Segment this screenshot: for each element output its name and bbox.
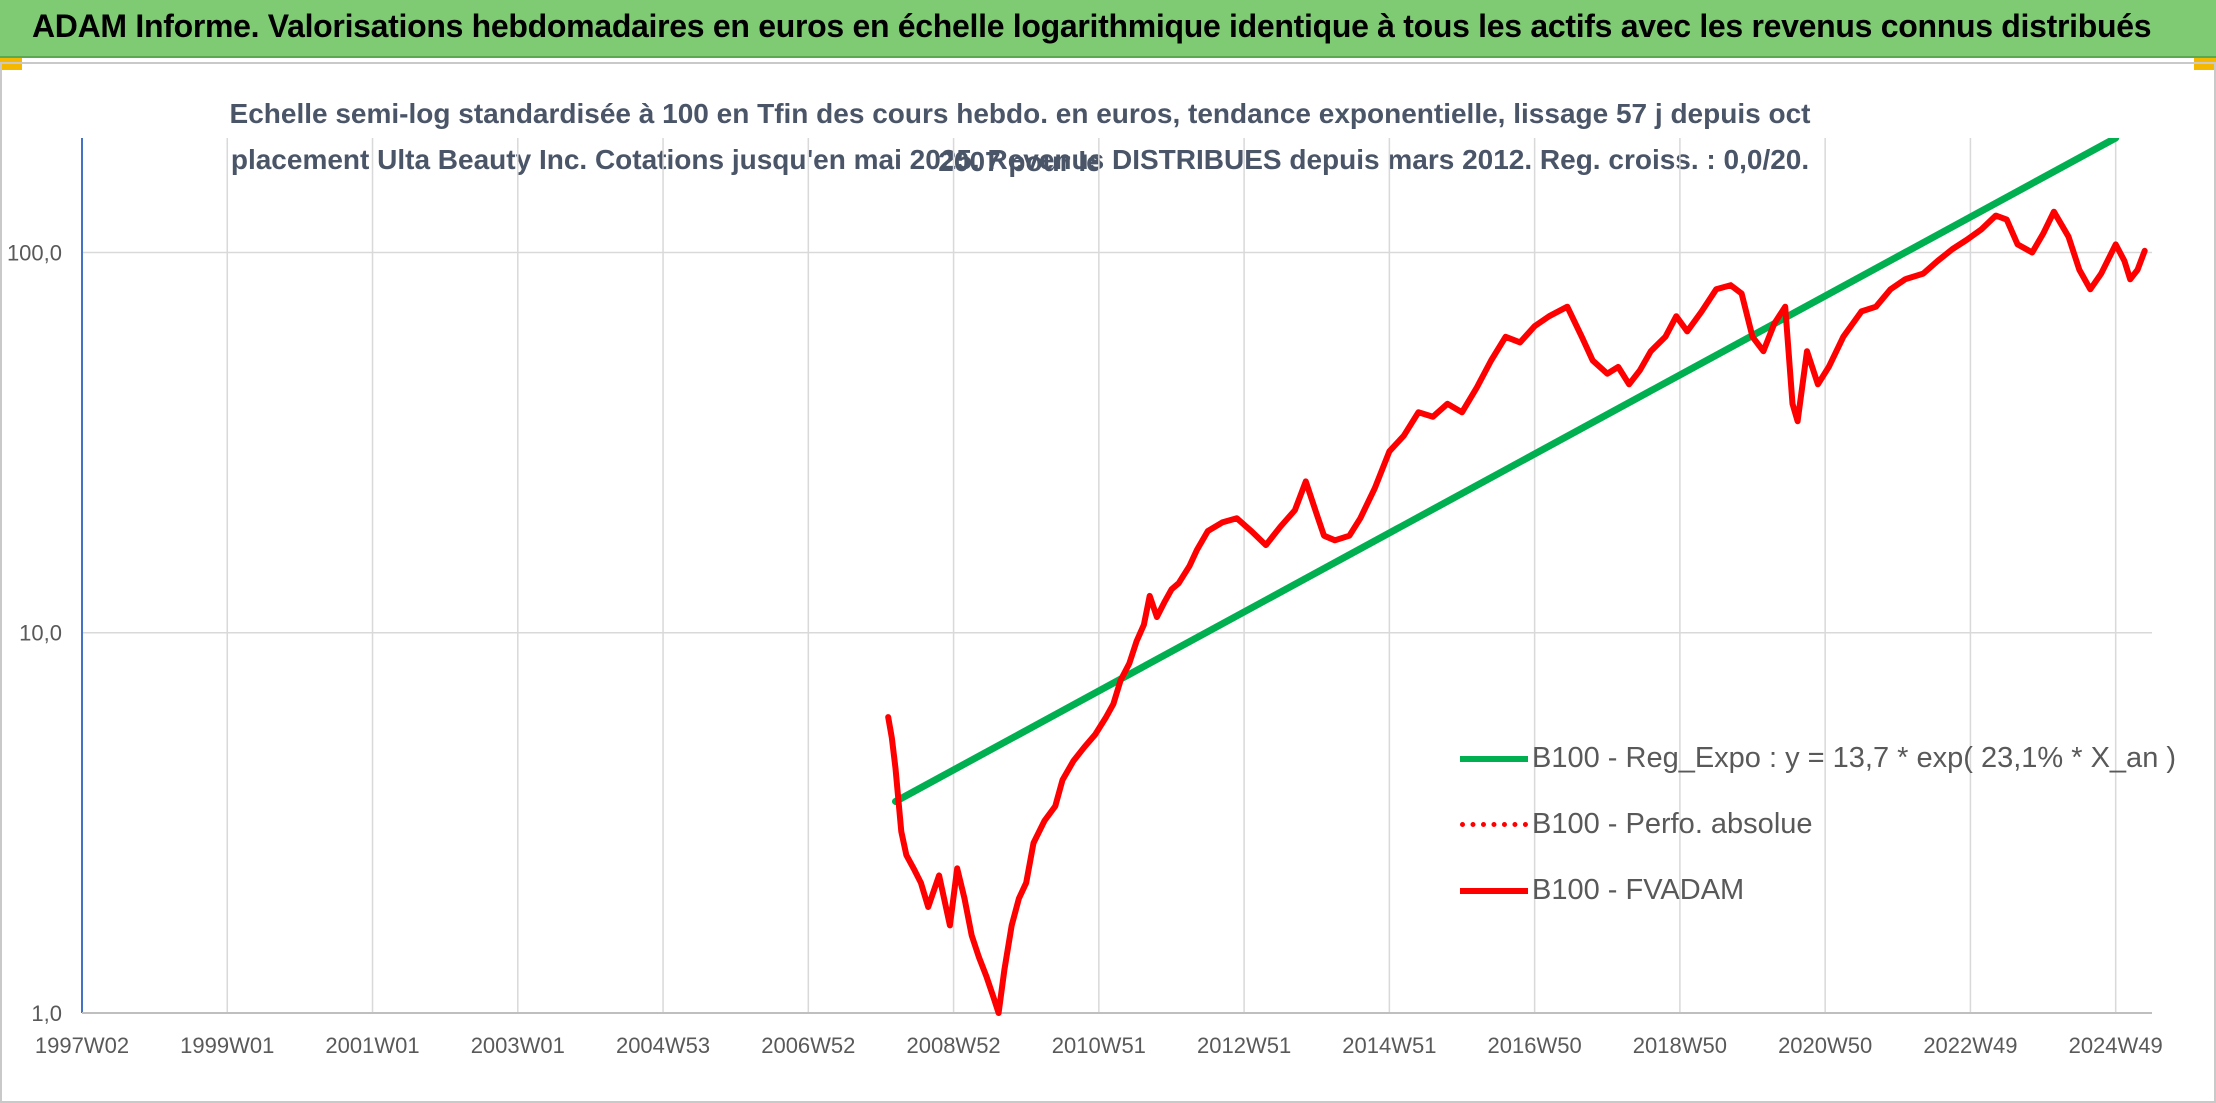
series-fvadam-line — [885, 208, 2148, 1016]
label-layer: 1997W02 1999W01 2001W01 2003W01 2004W53 2006W… — [7, 240, 2163, 1058]
legend-label-reg-expo: B100 - Reg_Expo : y = 13,7 * exp( 23,1% … — [1532, 742, 2177, 774]
x-tick-label: 2020W50 — [1778, 1033, 1872, 1058]
x-tick-label: 2001W01 — [325, 1033, 419, 1058]
legend-swatch-perfo-absolue — [1460, 822, 1528, 827]
legend-swatch-reg-expo — [1460, 756, 1528, 762]
x-tick-label: 2024W49 — [2069, 1033, 2163, 1058]
series-reg-expo-line — [892, 138, 2120, 805]
x-tick-label: 2004W53 — [616, 1033, 710, 1058]
y-tick-label: 100,0 — [7, 240, 62, 265]
legend-swatch-fvadam — [1460, 888, 1528, 894]
report-title: ADAM Informe. Valorisations hebdomadaire… — [32, 8, 2152, 44]
x-tick-label: 2016W50 — [1488, 1033, 1582, 1058]
legend-label-fvadam: B100 - FVADAM — [1532, 874, 1745, 906]
y-tick-label: 10,0 — [19, 621, 62, 646]
legend-label-perfo-absolue: B100 - Perfo. absolue — [1532, 808, 1813, 840]
x-tick-label: 2006W52 — [761, 1033, 855, 1058]
x-tick-label: 1997W02 — [35, 1033, 129, 1058]
corner-mark-right — [2194, 58, 2216, 70]
x-tick-label: 2008W52 — [906, 1033, 1000, 1058]
chart-title-line-2: placement Ulta Beauty Inc. Cotations jus… — [230, 144, 1810, 175]
x-tick-label: 2003W01 — [471, 1033, 565, 1058]
x-tick-label: 2018W50 — [1633, 1033, 1727, 1058]
corner-mark-left — [0, 58, 22, 70]
chart-frame — [0, 62, 2216, 1103]
y-tick-label: 1,0 — [31, 1001, 62, 1026]
report-banner: ADAM Informe. Valorisations hebdomadaire… — [0, 0, 2216, 58]
x-tick-label: 1999W01 — [180, 1033, 274, 1058]
x-tick-label: 2022W49 — [1923, 1033, 2017, 1058]
chart-title-line-1: Echelle semi-log standardisée à 100 en T… — [229, 98, 1811, 177]
axis-layer — [81, 138, 2152, 1014]
grid-layer — [81, 138, 2152, 1014]
series-layer — [885, 138, 2148, 1016]
x-tick-label: 2010W51 — [1052, 1033, 1146, 1058]
x-tick-label: 2012W51 — [1197, 1033, 1291, 1058]
x-tick-label: 2014W51 — [1342, 1033, 1436, 1058]
